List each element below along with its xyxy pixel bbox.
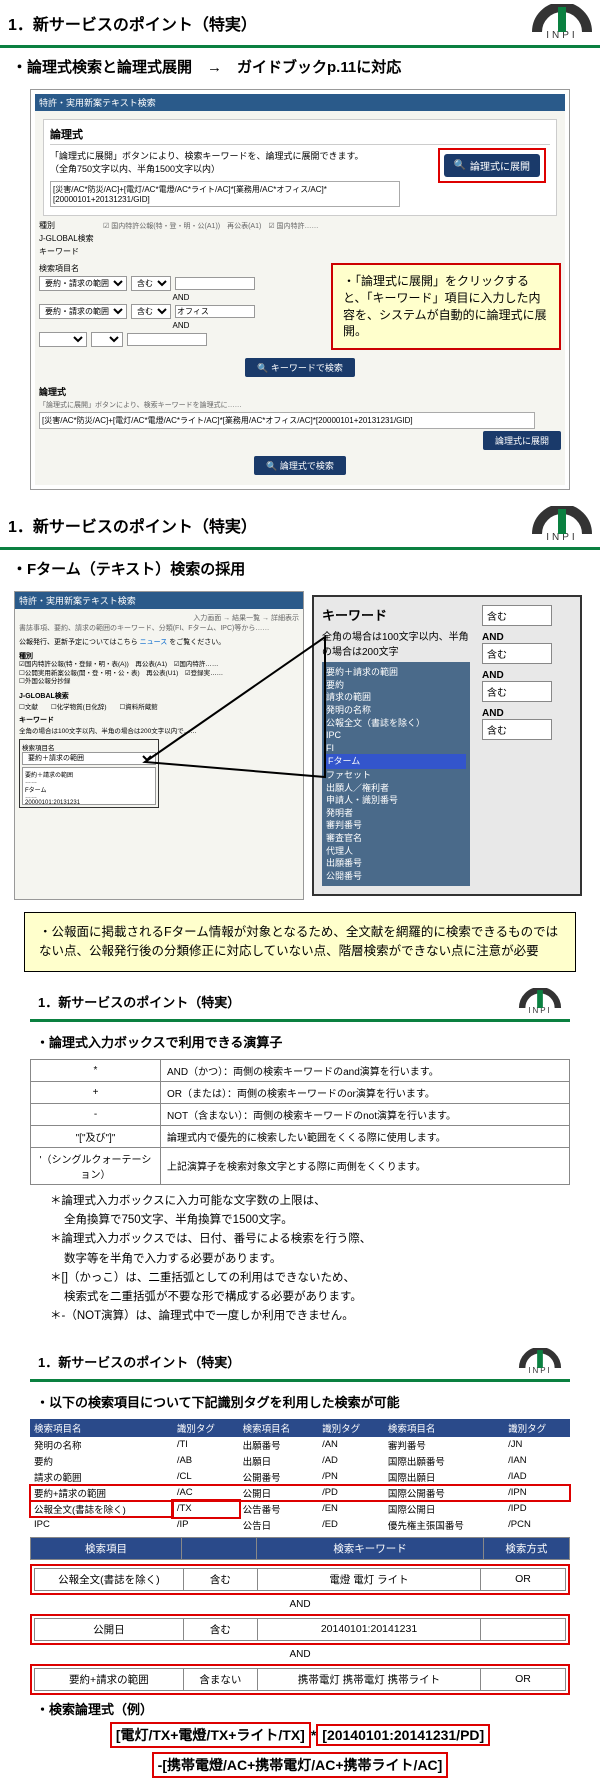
formula-box-2: -[携帯電燈/AC+携帯電灯/AC+携帯ライト/AC] [152, 1752, 449, 1778]
inpi-logo: INPI [532, 506, 592, 543]
logic-box: 論理式 「論理式に展開」ボタンにより、検索キーワードを、論理式に展開できます。 … [43, 119, 557, 216]
logic-search-button[interactable]: 🔍 論理式で検索 [254, 456, 346, 475]
formula-label: ・検索論理式（例） [30, 1697, 570, 1720]
section-1-subtitle: ・論理式検索と論理式展開 → ガイドブックp.11に対応 [0, 48, 600, 85]
section-3-subtitle: ・論理式入力ボックスで利用できる演算子 [30, 1028, 570, 1055]
operator-table: *AND（かつ）：両側の検索キーワードのand演算を行います。 +OR（または）… [30, 1059, 570, 1185]
search-row-3-highlight: 要約+請求の範囲 含まない 携帯電灯 携帯電灯 携帯ライト OR [30, 1664, 570, 1695]
section-2-header: 1．新サービスのポイント（特実） INPI [0, 502, 600, 550]
keyword-label: キーワード [39, 246, 99, 257]
section-3-title: 1．新サービスのポイント（特実） [38, 992, 240, 1011]
and-2: AND [30, 1647, 570, 1662]
search-row-1-highlight: 公報全文(書誌を除く) 含む 電燈 電灯 ライト OR [30, 1564, 570, 1595]
search-row-2-highlight: 公開日 含む 20140101:20141231 [30, 1614, 570, 1645]
keyword-desc: 全角の場合は100文字以内、半角の場合は200文字 [322, 628, 470, 658]
formula-result[interactable]: [災害/AC*防災/AC]+[電灯/AC*電燈/AC*ライト/AC]*[業務用/… [39, 412, 535, 429]
formula-box-1a: [電灯/TX+電燈/TX+ライト/TX] [110, 1722, 311, 1748]
field-select[interactable]: 要約・請求の範囲 [39, 276, 127, 291]
include-select-2[interactable]: 含む [482, 643, 552, 664]
fterm-note: ・公報面に掲載されるFターム情報が対象となるため、全文献を網羅的に検索できるもの… [24, 912, 576, 972]
inpi-logo: INPI [518, 1348, 562, 1375]
section-1-title: 1．新サービスのポイント（特実） [8, 11, 257, 35]
type-label: 種別 [39, 220, 99, 231]
search-icon: 🔍 [257, 363, 271, 373]
section-4-header: 1．新サービスのポイント（特実） INPI [30, 1344, 570, 1382]
callout-1: ・「論理式に展開」をクリックすると、「キーワード」項目に入力した内容を、システム… [331, 263, 561, 350]
section-4-subtitle: ・以下の検索項目について下記識別タグを利用した検索が可能 [30, 1388, 570, 1415]
type-label: 種別 [19, 651, 299, 661]
include-select-4[interactable]: 含む [482, 719, 552, 740]
operator-notes: ＊論理式入力ボックスに入力可能な文字数の上限は、 全角換算で750文字、半角換算… [30, 1193, 570, 1326]
include-select-1[interactable]: 含む [482, 605, 552, 626]
search-example-header: 検索項目 検索キーワード 検索方式 [30, 1537, 570, 1560]
formula-box-1b: [20140101:20141231/PD] [316, 1724, 490, 1746]
logic-title: 論理式 [50, 126, 550, 145]
mini-header: 特許・実用新案テキスト検索 [35, 94, 565, 111]
jglobal-label: J-GLOBAL検索 [39, 233, 99, 244]
search-icon: 🔍 [266, 461, 280, 471]
expand-button-2[interactable]: 論理式に展開 [483, 431, 561, 450]
search-field-dropdown[interactable]: 要約＋請求の範囲 [22, 752, 156, 765]
section-2-subtitle: ・Fターム（テキスト）検索の採用 [0, 550, 600, 587]
section-2-title: 1．新サービスのポイント（特実） [8, 513, 257, 537]
expand-button-highlight: 🔍 論理式に展開 [438, 148, 546, 183]
keyword-search-button[interactable]: 🔍 キーワードで検索 [245, 358, 355, 377]
fterm-highlight: Fターム [326, 754, 466, 769]
keyword-title: キーワード [322, 605, 470, 624]
inpi-logo: INPI [532, 4, 592, 41]
formula-line-2: -[携帯電燈/AC+携帯電灯/AC+携帯ライト/AC] [30, 1750, 570, 1780]
keyword-list[interactable]: 要約＋請求の範囲 要約 請求の範囲 発明の名称 公報全文（書誌を除く） IPC … [322, 662, 470, 886]
inpi-logo: INPI [518, 988, 562, 1015]
section-3-header: 1．新サービスのポイント（特実） INPI [30, 984, 570, 1022]
section-4-title: 1．新サービスのポイント（特実） [38, 1352, 240, 1371]
expand-logic-button[interactable]: 🔍 論理式に展開 [444, 154, 540, 177]
formula-label: 論理式 [39, 385, 561, 398]
keyword-panel: キーワード 全角の場合は100文字以内、半角の場合は200文字 要約＋請求の範囲… [312, 595, 582, 896]
formula-line-1: [電灯/TX+電燈/TX+ライト/TX]*[20140101:20141231/… [30, 1720, 570, 1750]
logic-formula-input[interactable]: [災害/AC*防災/AC]+[電灯/AC*電燈/AC*ライト/AC]*[業務用/… [50, 181, 400, 207]
section-1-header: 1．新サービスのポイント（特実） INPI [0, 0, 600, 48]
tag-table: 検索項目名識別タグ 検索項目名識別タグ 検索項目名識別タグ 発明の名称/TI出願… [30, 1419, 570, 1533]
screenshot-1: 特許・実用新案テキスト検索 論理式 「論理式に展開」ボタンにより、検索キーワード… [30, 89, 570, 490]
search-icon: 🔍 [454, 160, 466, 171]
and-1: AND [30, 1597, 570, 1612]
include-select-3[interactable]: 含む [482, 681, 552, 702]
